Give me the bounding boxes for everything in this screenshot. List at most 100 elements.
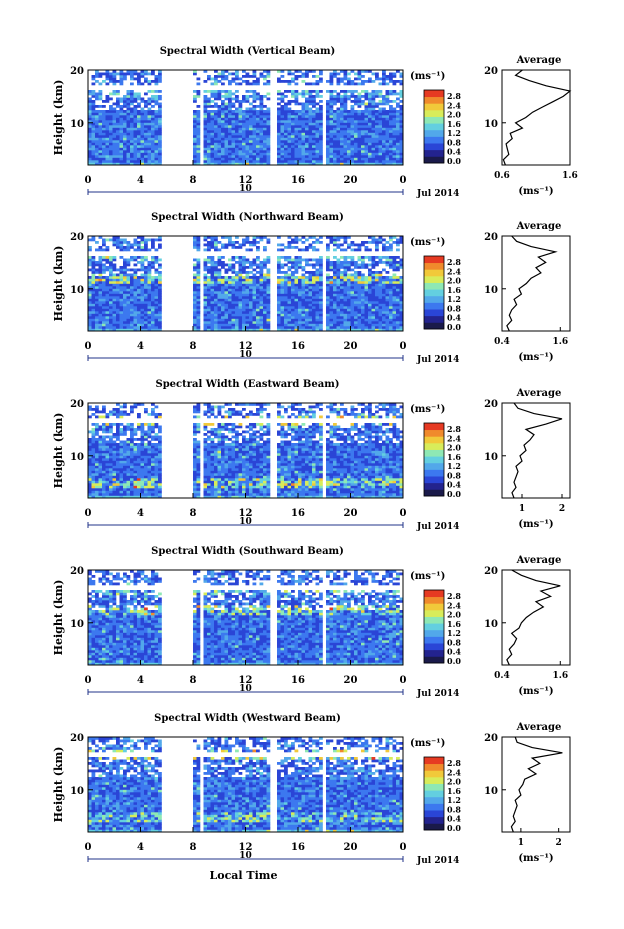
heatmap-cell	[357, 92, 362, 96]
heatmap-cell	[326, 157, 330, 161]
heatmap-cell	[375, 152, 379, 156]
heatmap-cell	[242, 256, 246, 259]
heatmap-cell	[284, 308, 288, 312]
heatmap-cell	[361, 132, 365, 136]
heatmap-cell	[378, 261, 383, 264]
colorbar-unit: (ms⁻¹)	[410, 71, 445, 82]
heatmap-cell	[378, 137, 383, 141]
heatmap-cell	[140, 291, 145, 294]
heatmap-cell	[88, 281, 92, 284]
profile-unit: (ms⁻¹)	[518, 352, 553, 363]
heatmap-cell	[147, 145, 152, 148]
heatmap-cell	[116, 145, 120, 148]
heatmap-cell	[207, 328, 211, 332]
heatmap-cell	[354, 288, 358, 292]
heatmap-cell	[263, 261, 267, 264]
heatmap-cell	[361, 243, 365, 247]
heatmap-cell	[361, 311, 365, 314]
heatmap-cell	[396, 301, 400, 304]
heatmap-cell	[105, 246, 110, 249]
heatmap-cell	[357, 248, 362, 252]
heatmap-cell	[266, 122, 271, 126]
heatmap-cell	[210, 92, 215, 96]
heatmap-cell	[308, 281, 313, 284]
heatmap-cell	[207, 160, 211, 163]
heatmap-cell	[336, 82, 341, 86]
heatmap-cell	[228, 137, 232, 141]
heatmap-cell	[126, 117, 131, 121]
heatmap-cell	[287, 303, 292, 307]
heatmap-cell	[392, 281, 397, 284]
heatmap-cell	[112, 90, 117, 93]
heatmap-cell	[361, 318, 365, 322]
heatmap-cell	[378, 256, 383, 259]
heatmap-cell	[385, 281, 390, 284]
heatmap-cell	[126, 147, 131, 151]
heatmap-cell	[361, 291, 365, 294]
heatmap-cell	[319, 291, 323, 294]
heatmap-cell	[151, 326, 155, 329]
heatmap-cell	[91, 147, 96, 151]
heatmap-cell	[98, 321, 103, 324]
heatmap-cell	[382, 313, 386, 317]
heatmap-cell	[119, 298, 124, 302]
heatmap-cell	[291, 258, 295, 262]
heatmap-cell	[88, 293, 92, 297]
heatmap-cell	[137, 311, 141, 314]
heatmap-cell	[91, 238, 96, 242]
heatmap-cell	[228, 301, 232, 304]
heatmap-cell	[298, 288, 302, 292]
heatmap-cell	[116, 72, 120, 76]
heatmap-cell	[133, 115, 138, 118]
heatmap-cell	[312, 286, 316, 289]
heatmap-cell	[291, 137, 295, 141]
heatmap-cell	[385, 246, 390, 249]
heatmap-cell	[105, 293, 110, 297]
heatmap-cell	[361, 157, 365, 161]
heatmap-cell	[224, 107, 229, 111]
heatmap-cell	[350, 248, 355, 252]
heatmap-cell	[326, 115, 330, 118]
heatmap-cell	[210, 268, 215, 272]
heatmap-cell	[361, 145, 365, 148]
heatmap-cell	[277, 130, 281, 133]
heatmap-cell	[343, 105, 348, 108]
heatmap-cell	[193, 318, 197, 322]
heatmap-cell	[378, 130, 383, 133]
heatmap-cell	[119, 112, 124, 116]
heatmap-cell	[375, 263, 379, 267]
heatmap-cell	[137, 117, 141, 121]
heatmap-cell	[343, 288, 348, 292]
heatmap-cell	[319, 127, 323, 131]
heatmap-cell	[105, 160, 110, 163]
heatmap-cell	[109, 112, 113, 116]
heatmap-cell	[263, 311, 267, 314]
heatmap-cell	[389, 90, 393, 93]
heatmap-cell	[340, 286, 344, 289]
heatmap-cells	[88, 403, 404, 499]
heatmap-cell	[109, 296, 113, 299]
heatmap-cell	[259, 107, 264, 111]
heatmap-cell	[210, 273, 215, 277]
heatmap-cell	[368, 271, 372, 274]
heatmap-cell	[126, 306, 131, 309]
heatmap-cell	[340, 328, 344, 332]
heatmap-cell	[88, 142, 92, 146]
heatmap-cell	[399, 241, 404, 244]
heatmap-cell	[347, 132, 351, 136]
colorbar-swatch	[424, 149, 444, 157]
heatmap-cell	[158, 142, 162, 146]
heatmap-cell	[326, 243, 330, 247]
heatmap-cell	[193, 125, 197, 128]
heatmap-cell	[364, 321, 369, 324]
heatmap-cell	[203, 326, 208, 329]
heatmap-cell	[158, 97, 162, 101]
heatmap-cell	[231, 266, 236, 269]
heatmap-cell	[382, 115, 386, 118]
heatmap-cell	[259, 313, 264, 317]
heatmap-cell	[144, 248, 148, 252]
heatmap-cell	[112, 266, 117, 269]
heatmap-cell	[196, 308, 201, 312]
heatmap-cell	[214, 70, 218, 73]
heatmap-cell	[116, 278, 120, 282]
